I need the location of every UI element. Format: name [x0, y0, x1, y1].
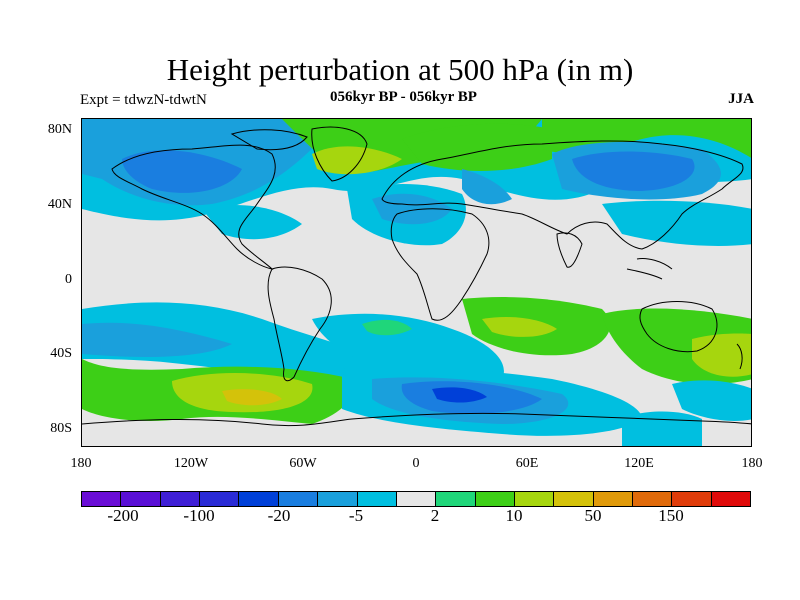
contour-fills	[82, 119, 751, 446]
colorbar-label: -20	[267, 506, 291, 525]
lon-label-120w: 120W	[173, 456, 209, 471]
coastlines	[82, 126, 751, 427]
colorbar-label: 2	[430, 506, 440, 525]
colorbar-box	[357, 492, 397, 506]
lon-label-180e: 180	[741, 456, 763, 471]
experiment-label: Expt = tdwzN-tdwtN	[80, 92, 207, 108]
colorbar-box	[436, 492, 476, 506]
colorbar-box	[160, 492, 201, 506]
colorbar-box	[239, 492, 279, 506]
colorbar-box	[633, 492, 673, 506]
lon-label-60w: 60W	[289, 456, 317, 471]
lat-label-80n: 80N	[47, 122, 72, 137]
lon-label-180w: 180	[70, 456, 92, 471]
colorbar-label: -5	[348, 506, 364, 525]
lon-label-60e: 60E	[515, 456, 539, 471]
map-title: Height perturbation at 500 hPa (in m)	[166, 52, 634, 87]
colorbar-box	[82, 492, 122, 506]
colorbar-label: 10	[505, 506, 523, 525]
colorbar-box	[593, 492, 634, 506]
colorbar-box	[711, 492, 751, 506]
season-label: JJA	[728, 91, 754, 107]
colorbar-label: -200	[107, 506, 139, 525]
colorbar-box	[475, 492, 515, 506]
colorbar-box	[396, 492, 437, 506]
map-panel	[81, 118, 752, 447]
contour-map	[82, 119, 751, 446]
lon-label-120e: 120E	[624, 456, 654, 471]
colorbar-box	[554, 492, 594, 506]
lat-label-0: 0	[65, 272, 72, 287]
colorbar-box	[672, 492, 712, 506]
colorbar-label: 50	[584, 506, 602, 525]
lat-label-40s: 40S	[50, 346, 72, 361]
lat-label-80s: 80S	[50, 421, 72, 436]
colorbar-box	[278, 492, 319, 506]
lat-label-40n: 40N	[47, 197, 72, 212]
colorbar-box	[318, 492, 358, 506]
lon-label-0: 0	[412, 456, 420, 471]
colorbar-label: -100	[183, 506, 215, 525]
map-subtitle: 056kyr BP - 056kyr BP	[330, 89, 477, 105]
colorbar	[81, 491, 751, 507]
colorbar-box	[121, 492, 161, 506]
colorbar-label: 150	[658, 506, 684, 525]
colorbar-box	[514, 492, 555, 506]
colorbar-box	[200, 492, 240, 506]
